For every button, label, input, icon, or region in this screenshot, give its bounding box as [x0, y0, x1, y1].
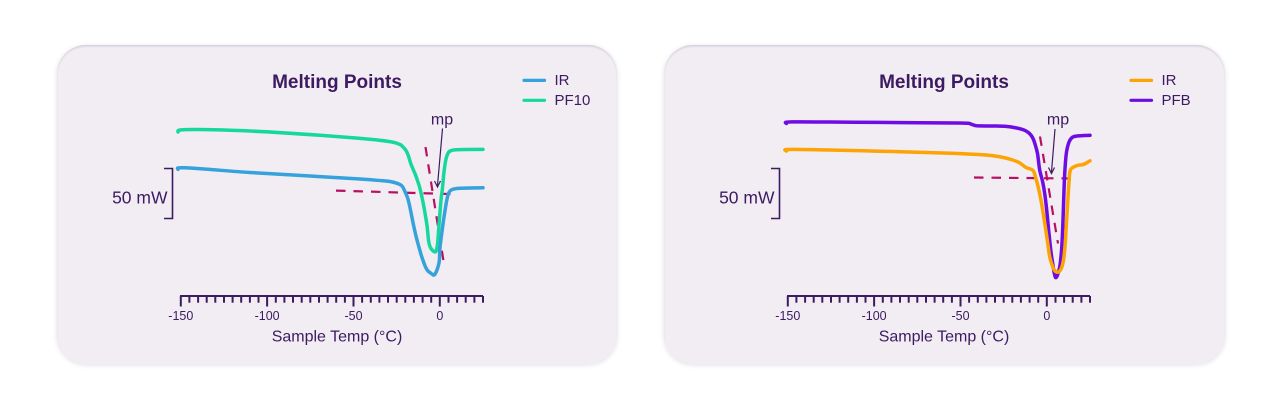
- svg-text:IR: IR: [555, 72, 570, 89]
- svg-text:Sample Temp (°C): Sample Temp (°C): [878, 329, 1009, 346]
- svg-text:Sample Temp (°C): Sample Temp (°C): [272, 329, 403, 346]
- svg-text:0: 0: [436, 309, 443, 323]
- svg-text:-50: -50: [344, 309, 362, 323]
- svg-text:0: 0: [1043, 309, 1050, 323]
- svg-text:mp: mp: [1046, 111, 1068, 128]
- svg-text:-150: -150: [168, 309, 193, 323]
- svg-text:-100: -100: [255, 309, 280, 323]
- svg-text:-100: -100: [861, 309, 886, 323]
- svg-text:-150: -150: [775, 309, 800, 323]
- svg-text:PF10: PF10: [555, 92, 591, 109]
- svg-text:PFB: PFB: [1161, 92, 1190, 109]
- svg-text:mp: mp: [431, 112, 453, 129]
- svg-text:-50: -50: [951, 309, 969, 323]
- svg-text:50 mW: 50 mW: [719, 188, 775, 208]
- svg-text:IR: IR: [1161, 72, 1176, 89]
- svg-text:Melting Points: Melting Points: [879, 72, 1009, 93]
- svg-text:Melting Points: Melting Points: [272, 72, 402, 93]
- svg-text:50 mW: 50 mW: [112, 188, 168, 208]
